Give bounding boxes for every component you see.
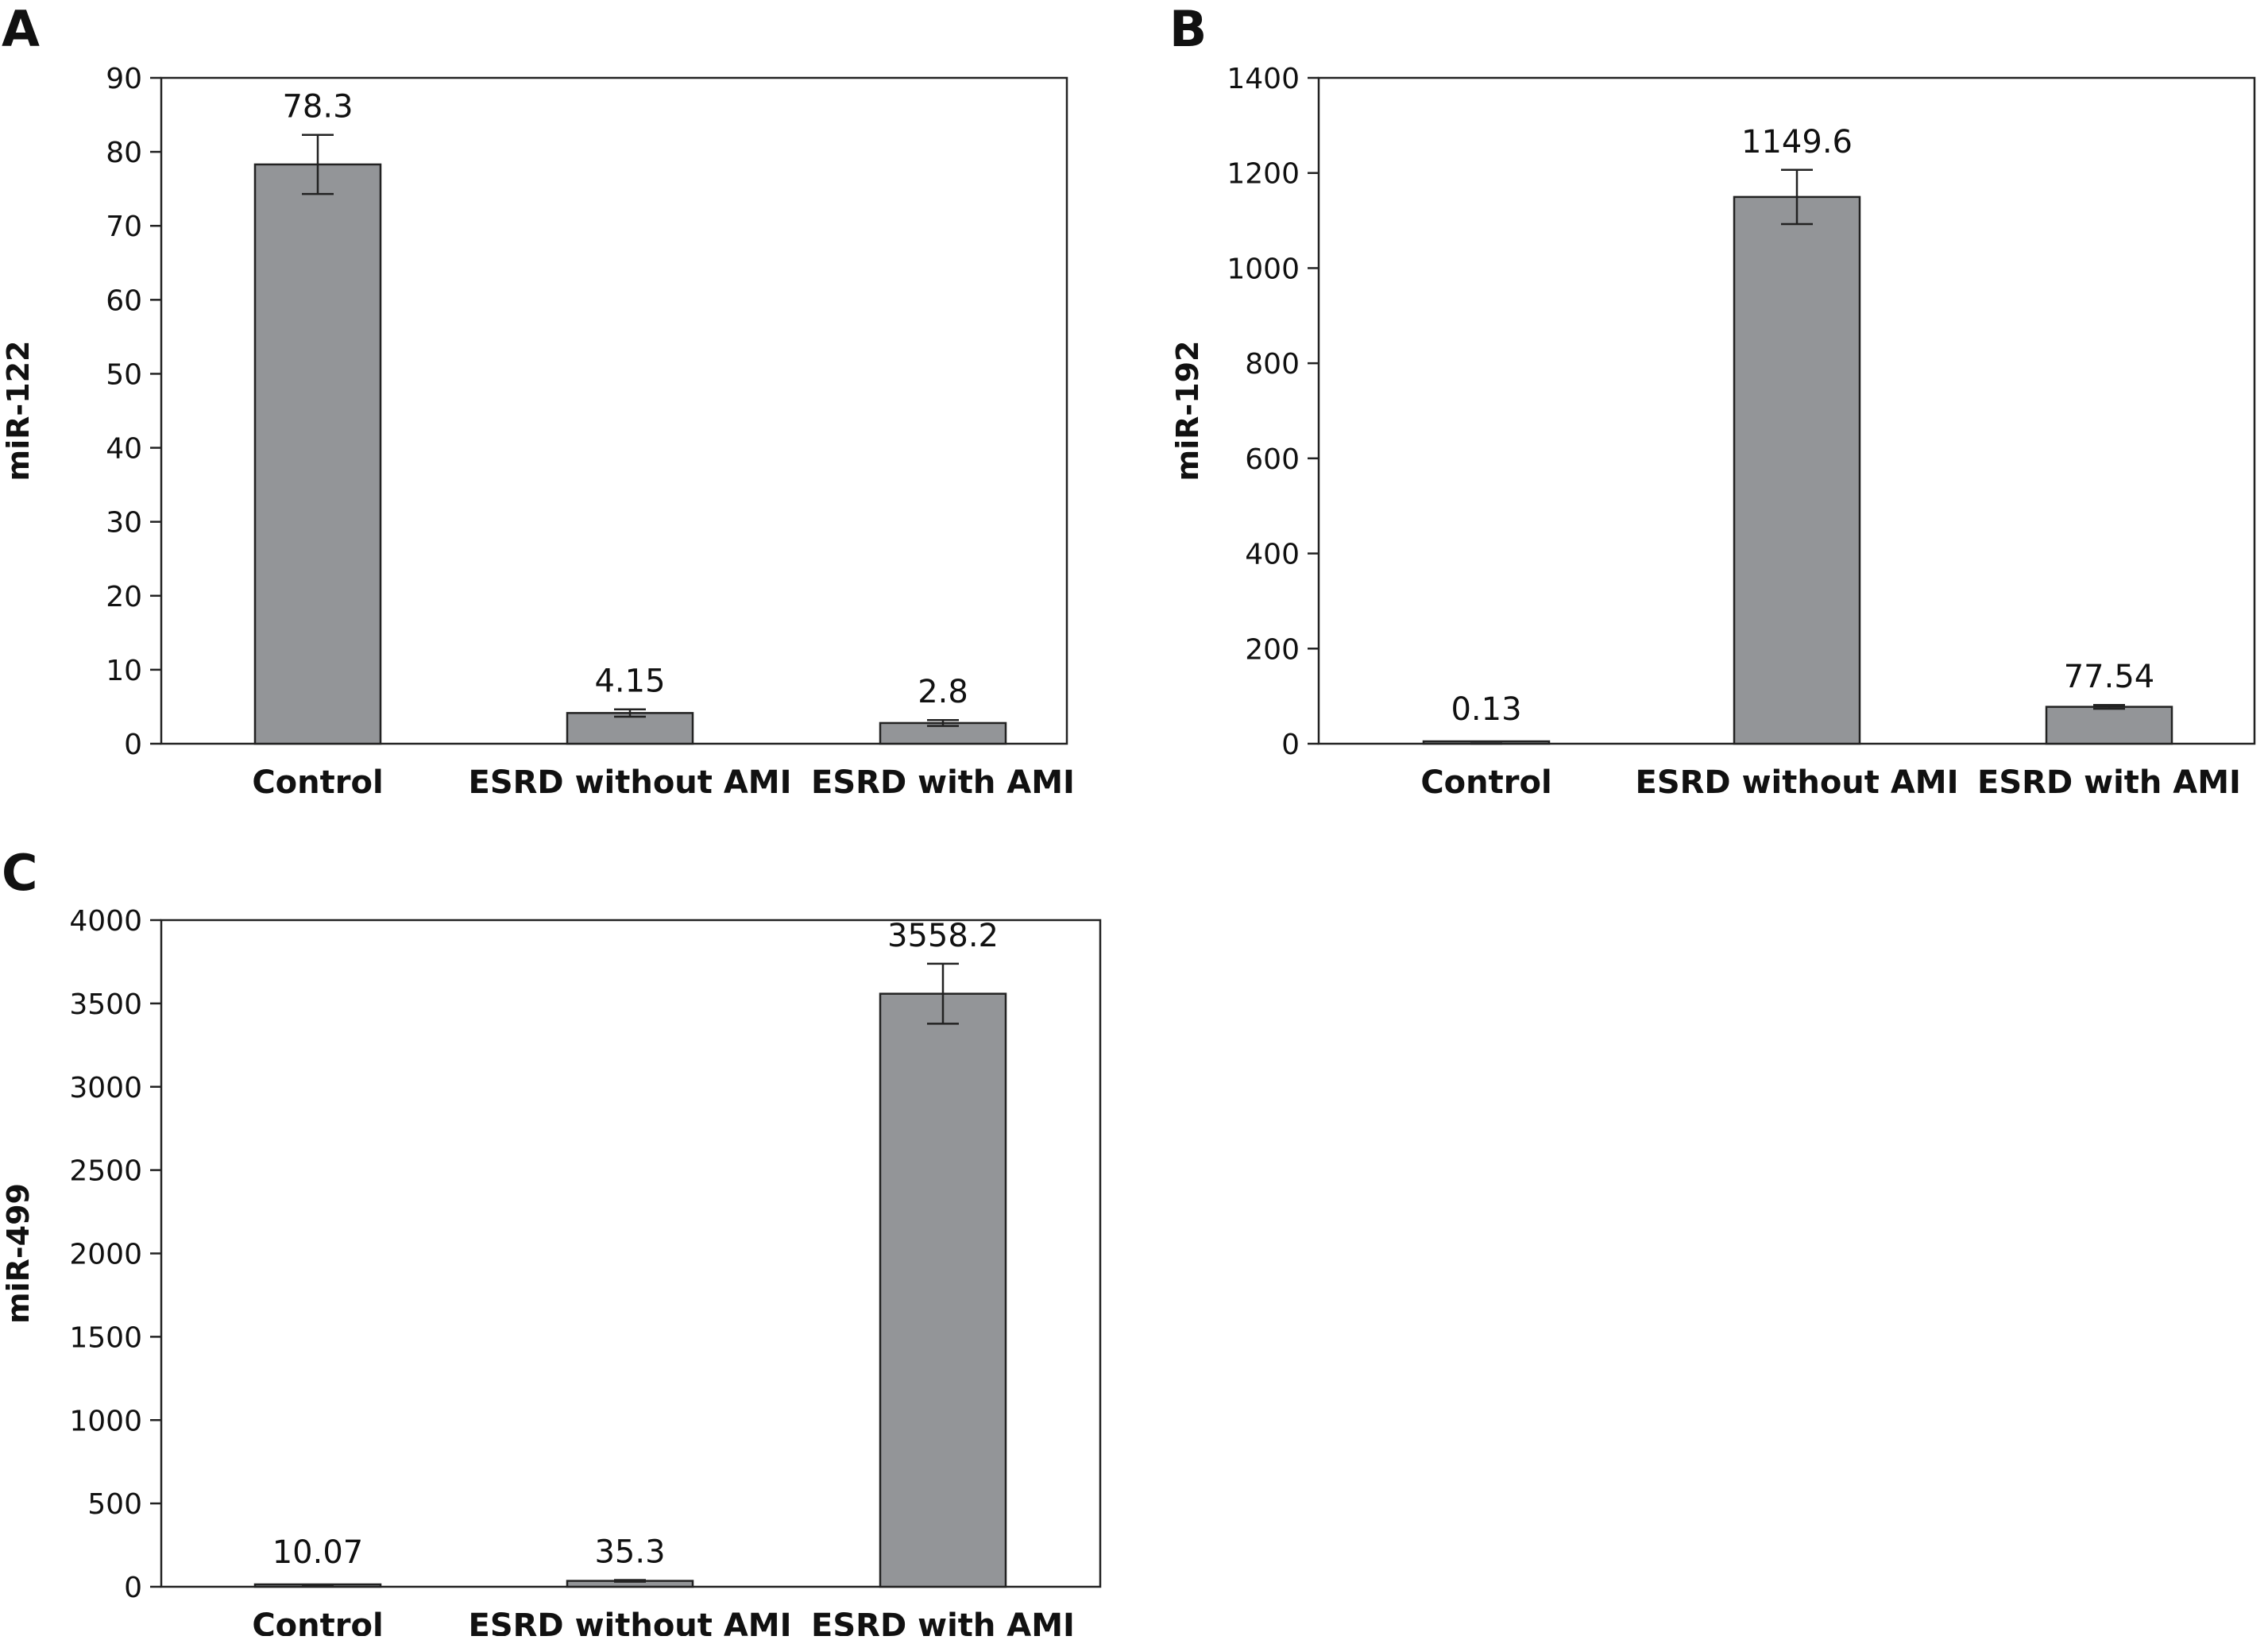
y-tick-label: 10 bbox=[106, 655, 142, 687]
y-tick-label: 1400 bbox=[1227, 63, 1300, 95]
bar bbox=[255, 164, 381, 744]
data-label: 0.13 bbox=[1451, 691, 1521, 728]
y-tick-label: 1200 bbox=[1227, 158, 1300, 191]
y-tick-label: 80 bbox=[106, 137, 142, 169]
y-tick-label: 1500 bbox=[69, 1321, 142, 1354]
y-tick-label: 50 bbox=[106, 358, 142, 391]
x-category-label: ESRD without AMI bbox=[469, 764, 792, 801]
panel-letter: A bbox=[2, 0, 40, 58]
chart-panel-a: A 0 10 20 30 40 50 60 70 80 90 miR-122 78.3 Control 4.… bbox=[1, 0, 1075, 801]
data-label: 78.3 bbox=[282, 89, 353, 126]
y-tick-label: 800 bbox=[1245, 348, 1300, 381]
y-axis-label: miR-499 bbox=[1, 1183, 36, 1324]
bar bbox=[2046, 707, 2172, 744]
y-tick-label: 2500 bbox=[69, 1155, 142, 1188]
data-label: 4.15 bbox=[594, 663, 665, 700]
y-tick-label: 2000 bbox=[69, 1239, 142, 1271]
y-axis-label: miR-122 bbox=[1, 341, 36, 482]
y-tick-label: 0 bbox=[1281, 729, 1300, 761]
y-tick-label: 40 bbox=[106, 433, 142, 466]
y-tick-label: 30 bbox=[106, 507, 142, 540]
error-bar bbox=[302, 1584, 334, 1585]
y-tick-label: 3000 bbox=[69, 1072, 142, 1104]
y-tick-label: 0 bbox=[124, 729, 142, 761]
y-tick-label: 3500 bbox=[69, 988, 142, 1021]
x-category-label: Control bbox=[252, 764, 383, 801]
y-tick-label: 20 bbox=[106, 581, 142, 613]
data-label: 2.8 bbox=[918, 674, 968, 710]
y-tick-label: 70 bbox=[106, 211, 142, 243]
y-axis-label: miR-192 bbox=[1170, 341, 1205, 482]
y-tick-label: 400 bbox=[1245, 539, 1300, 571]
x-category-label: ESRD with AMI bbox=[1977, 764, 2241, 801]
y-tick-label: 1000 bbox=[1227, 253, 1300, 285]
y-tick-label: 600 bbox=[1245, 443, 1300, 476]
x-category-label: ESRD with AMI bbox=[811, 764, 1075, 801]
y-tick-label: 0 bbox=[124, 1572, 142, 1604]
bar bbox=[1734, 197, 1860, 744]
panel-letter: B bbox=[1169, 0, 1207, 58]
bar bbox=[880, 994, 1006, 1587]
y-tick-label: 1000 bbox=[69, 1405, 142, 1437]
data-label: 3558.2 bbox=[887, 918, 999, 954]
x-category-label: ESRD with AMI bbox=[811, 1607, 1075, 1636]
x-category-label: ESRD without AMI bbox=[469, 1607, 792, 1636]
y-tick-label: 4000 bbox=[69, 905, 142, 938]
y-tick-label: 500 bbox=[87, 1488, 142, 1521]
chart-panel-b: B 0 200 400 600 800 1000 1200 1400 miR-192 0.13 Con… bbox=[1169, 0, 2254, 801]
y-tick-label: 60 bbox=[106, 284, 142, 317]
panel-letter: C bbox=[2, 844, 38, 902]
y-tick-label: 200 bbox=[1245, 633, 1300, 666]
data-label: 35.3 bbox=[594, 1534, 665, 1571]
error-bar bbox=[614, 1580, 646, 1582]
data-label: 10.07 bbox=[272, 1534, 364, 1571]
y-tick-label: 90 bbox=[106, 63, 142, 95]
data-label: 1149.6 bbox=[1741, 124, 1853, 161]
data-label: 77.54 bbox=[2064, 659, 2155, 695]
x-category-label: Control bbox=[252, 1607, 383, 1636]
chart-panel-c: C 0 500 1000 1500 2000 2500 3000 3500 4000 miR-499… bbox=[1, 844, 1100, 1636]
x-category-label: ESRD without AMI bbox=[1636, 764, 1959, 801]
x-category-label: Control bbox=[1420, 764, 1551, 801]
